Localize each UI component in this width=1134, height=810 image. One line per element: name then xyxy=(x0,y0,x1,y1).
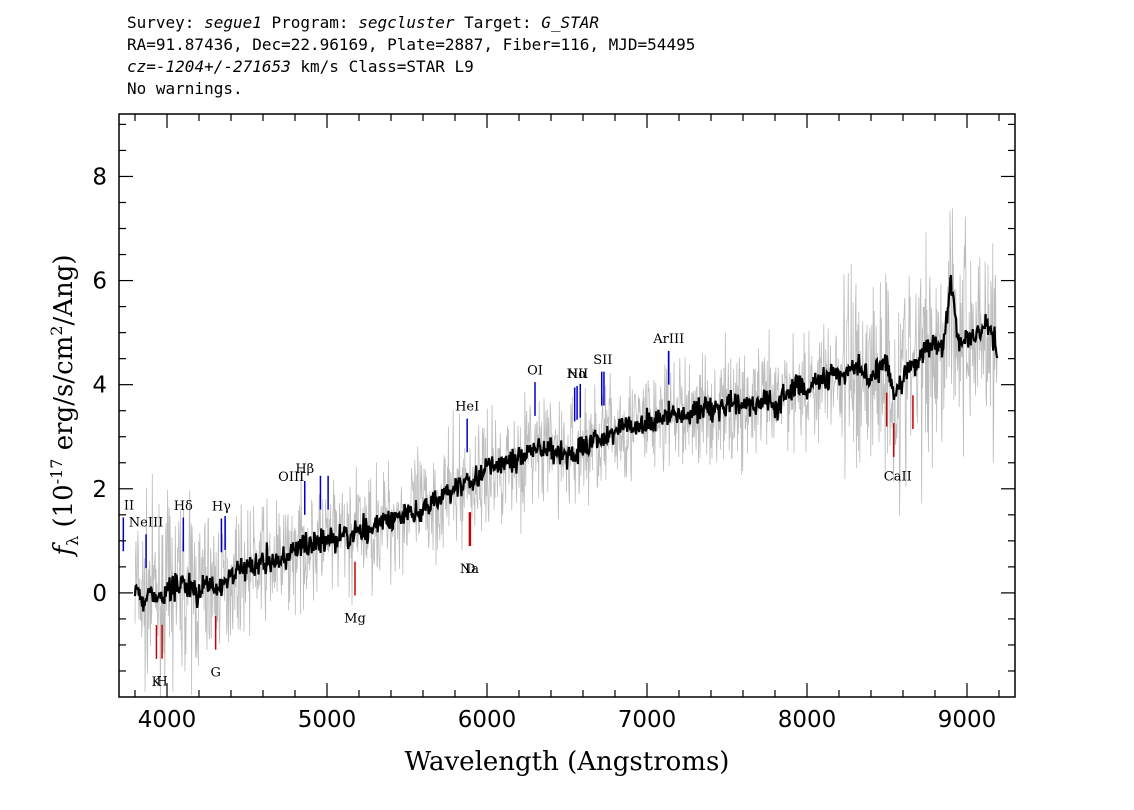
x-tick-label: 8000 xyxy=(778,707,837,733)
line-marker-label: Mg xyxy=(344,612,366,627)
line-marker-label: G xyxy=(210,666,220,681)
line-marker-label: OI xyxy=(527,363,543,378)
target-label: Target: xyxy=(454,13,542,32)
header-line-warnings: No warnings. xyxy=(127,79,243,98)
class-text: km/s Class=STAR L9 xyxy=(290,57,474,76)
line-marker-label: Hγ xyxy=(212,500,231,515)
x-tick-label: 7000 xyxy=(618,707,677,733)
line-marker-label: NII xyxy=(567,367,589,382)
spectrum-header: Survey: segue1 Program: segcluster Targe… xyxy=(127,12,695,100)
y-tick-label: 4 xyxy=(92,373,107,399)
cz-label: cz= xyxy=(127,57,156,76)
noise-spectrum-line xyxy=(134,208,998,697)
x-tick-label: 4000 xyxy=(138,707,197,733)
line-marker-label: NeIII xyxy=(129,515,163,530)
axis-ticks: 4000 5000 6000 7000 8000 9000 0 2 4 6 8 xyxy=(92,114,1015,733)
line-marker-label: D xyxy=(465,562,475,577)
y-axis-label: fλ (10-17 erg/s/cm2/Ang) xyxy=(47,254,82,557)
line-marker-label: Hβ xyxy=(295,462,314,477)
target-value: G_STAR xyxy=(541,13,600,32)
header-line-survey: Survey: segue1 Program: segcluster Targe… xyxy=(127,12,695,34)
line-marker-label: CaII xyxy=(884,470,912,485)
line-marker-label: K xyxy=(152,675,162,690)
line-marker-label: SII xyxy=(593,353,612,368)
y-tick-label: 6 xyxy=(92,269,107,295)
plot-frame xyxy=(118,113,1016,698)
line-marker-label: Na xyxy=(460,562,479,577)
survey-label: Survey: xyxy=(127,13,205,32)
y-tick-label: 2 xyxy=(92,477,107,503)
survey-value: segue1 xyxy=(204,13,262,32)
y-tick-label: 8 xyxy=(92,164,107,190)
x-tick-label: 6000 xyxy=(458,707,517,733)
line-marker-label: H xyxy=(156,675,167,690)
program-value: segcluster xyxy=(358,13,455,32)
line-marker-label: II xyxy=(124,499,134,514)
noise-layer xyxy=(134,208,998,697)
program-label: Program: xyxy=(261,13,359,32)
line-marker-label: Hδ xyxy=(174,499,193,514)
line-marker-label: HeI xyxy=(455,400,479,415)
flux-layer xyxy=(133,274,999,612)
cz-value: -1204+/-271653 xyxy=(155,57,291,76)
y-tick-label: 0 xyxy=(92,581,107,607)
line-marker-label: OIII xyxy=(278,470,304,485)
line-marker-label: Hα xyxy=(567,367,587,382)
x-axis-label: Wavelength (Angstroms) xyxy=(405,747,730,777)
x-tick-label: 9000 xyxy=(938,707,997,733)
x-tick-label: 5000 xyxy=(298,707,357,733)
header-line-redshift: cz=-1204+/-271653 km/s Class=STAR L9 xyxy=(127,56,695,78)
header-line-coordinates: RA=91.87436, Dec=22.96169, Plate=2887, F… xyxy=(127,35,696,54)
flux-spectrum-line xyxy=(133,274,999,612)
line-marker-label: ArIII xyxy=(652,332,684,347)
